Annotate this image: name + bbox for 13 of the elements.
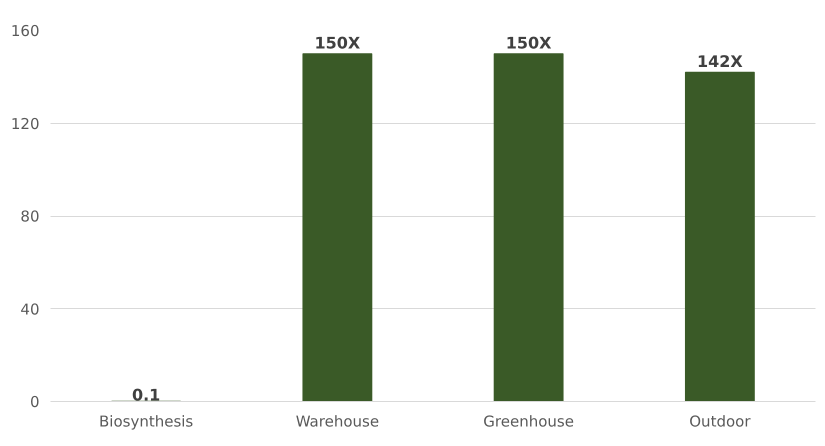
data-label: 142X: [697, 52, 744, 72]
y-tick-label: 80: [20, 208, 40, 226]
x-tick-label: Greenhouse: [483, 412, 574, 430]
data-label: 150X: [506, 34, 552, 53]
y-tick-label: 120: [10, 114, 40, 133]
y-tick-label: 160: [10, 22, 40, 40]
y-tick-label: 40: [20, 300, 40, 318]
x-tick-label: Outdoor: [689, 412, 752, 430]
y-tick-label: 0: [30, 393, 40, 411]
x-tick-label: Warehouse: [296, 412, 380, 430]
data-label: 0.1: [132, 385, 160, 404]
x-tick-label: Biosynthesis: [99, 412, 194, 430]
data-label: 150X: [314, 34, 361, 53]
